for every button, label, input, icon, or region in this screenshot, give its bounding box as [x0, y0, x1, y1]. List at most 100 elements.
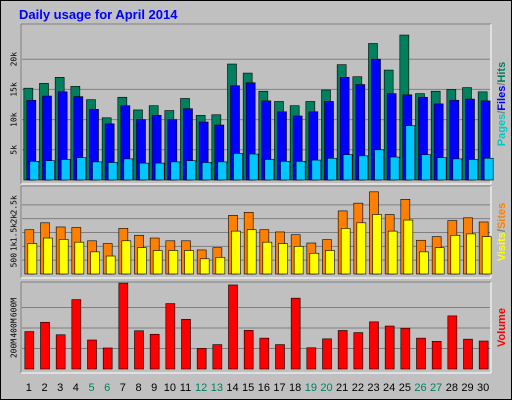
bar-volume-day-20 — [322, 338, 332, 370]
bar-visits-day-20 — [325, 250, 335, 275]
x-tick-label: 25 — [399, 382, 411, 394]
bar-pages-day-6 — [107, 162, 118, 181]
bar-visits-day-17 — [278, 243, 288, 275]
bar-pages-day-3 — [60, 159, 71, 181]
x-tick-label: 9 — [151, 382, 157, 394]
bar-visits-day-27 — [434, 247, 445, 275]
x-tick-label: 27 — [430, 382, 442, 394]
x-tick-label: 14 — [226, 382, 238, 394]
bar-pages-day-28 — [452, 158, 463, 181]
bar-volume-day-14 — [228, 284, 238, 370]
y-axis-label-part: / — [496, 83, 508, 86]
y-tick-label: 15k — [10, 82, 19, 97]
bar-volume-day-27 — [431, 341, 442, 370]
bar-visits-day-11 — [184, 250, 194, 275]
y-axis-label-part: Hits — [496, 62, 508, 83]
bar-visits-day-24 — [387, 230, 398, 275]
x-tick-label: 8 — [135, 382, 141, 394]
y-axis-label-volume: Volume — [496, 308, 508, 347]
bar-volume-day-11 — [181, 318, 191, 370]
bar-visits-day-23 — [372, 214, 382, 275]
bar-pages-day-17 — [280, 160, 290, 181]
y-tick-label: 10k — [10, 112, 19, 127]
bar-visits-day-9 — [152, 250, 163, 275]
bar-volume-day-29 — [463, 338, 473, 370]
bar-pages-day-14 — [233, 153, 243, 181]
bar-volume-day-10 — [165, 303, 176, 370]
x-tick-label: 17 — [273, 382, 285, 394]
x-tick-label: 21 — [336, 382, 348, 394]
y-tick-label: 2k — [10, 214, 19, 224]
bar-pages-day-16 — [264, 159, 275, 181]
y-axis-label-hits-files-pages: Pages/Files/Hits — [496, 62, 508, 146]
bar-visits-day-4 — [74, 241, 85, 275]
x-tick-label: 16 — [258, 382, 270, 394]
bar-pages-day-12 — [201, 162, 212, 181]
bar-visits-day-25 — [403, 219, 414, 275]
bar-volume-day-9 — [149, 333, 160, 370]
bar-visits-day-19 — [309, 252, 320, 275]
y-axis-label-part: Sites — [496, 203, 508, 229]
bar-volume-day-28 — [447, 315, 458, 370]
x-tick-label: 28 — [446, 382, 458, 394]
bar-pages-day-10 — [170, 161, 181, 181]
bar-volume-day-21 — [337, 330, 348, 370]
bar-visits-day-29 — [466, 233, 476, 275]
bar-pages-day-27 — [436, 157, 447, 181]
y-axis-label-part: Pages — [496, 114, 508, 146]
bar-pages-day-22 — [358, 155, 369, 181]
y-tick-label: 500 — [10, 253, 19, 268]
bar-pages-day-25 — [405, 125, 416, 181]
bar-pages-day-21 — [342, 154, 353, 181]
bar-pages-day-29 — [468, 159, 478, 181]
x-tick-label: 7 — [120, 382, 126, 394]
x-tick-label: 18 — [289, 382, 301, 394]
bar-volume-day-25 — [400, 327, 411, 370]
y-tick-label: 1k — [10, 241, 19, 251]
y-tick-label: 5k — [10, 145, 19, 155]
y-tick-label: 2.5k — [10, 195, 19, 214]
bar-visits-day-3 — [58, 239, 69, 275]
bar-pages-day-1 — [29, 160, 40, 181]
x-tick-label: 2 — [41, 382, 47, 394]
bar-visits-day-2 — [43, 237, 53, 275]
bar-visits-day-22 — [356, 222, 367, 275]
bar-volume-day-2 — [40, 321, 50, 370]
bar-volume-day-16 — [259, 337, 270, 370]
y-axis-label-sites-visits: Visits/Sites — [496, 203, 508, 262]
bar-visits-day-18 — [293, 246, 304, 275]
y-axis-label-part: Files — [496, 86, 508, 111]
bar-volume-day-17 — [275, 344, 285, 370]
y-axis-label-part: / — [496, 111, 508, 114]
bar-visits-day-26 — [419, 251, 429, 275]
bar-visits-day-5 — [90, 251, 100, 275]
bar-visits-day-7 — [121, 240, 132, 275]
x-tick-label: 22 — [352, 382, 364, 394]
bar-pages-day-13 — [217, 161, 228, 181]
x-tick-label: 6 — [104, 382, 110, 394]
bar-volume-day-18 — [290, 297, 301, 370]
bar-visits-day-8 — [137, 247, 147, 275]
bar-pages-day-30 — [483, 157, 494, 181]
bar-volume-day-12 — [196, 348, 207, 370]
x-tick-label: 13 — [211, 382, 223, 394]
bar-volume-day-30 — [478, 340, 489, 370]
bar-visits-day-14 — [231, 230, 241, 275]
bar-pages-day-24 — [389, 156, 400, 181]
bar-pages-day-5 — [92, 161, 102, 181]
y-tick-label: 1.5k — [10, 223, 19, 242]
bar-volume-day-3 — [55, 334, 66, 370]
x-tick-label: 29 — [461, 382, 473, 394]
bar-volume-day-7 — [118, 282, 129, 370]
bar-pages-day-19 — [311, 159, 322, 181]
bar-visits-day-13 — [215, 257, 226, 275]
bar-pages-day-15 — [248, 153, 259, 181]
x-tick-label: 20 — [320, 382, 332, 394]
bar-pages-day-23 — [374, 149, 384, 181]
y-axis-label-part: Volume — [496, 308, 508, 347]
x-tick-label: 15 — [242, 382, 254, 394]
x-tick-label: 26 — [414, 382, 426, 394]
bar-volume-day-15 — [243, 330, 254, 370]
